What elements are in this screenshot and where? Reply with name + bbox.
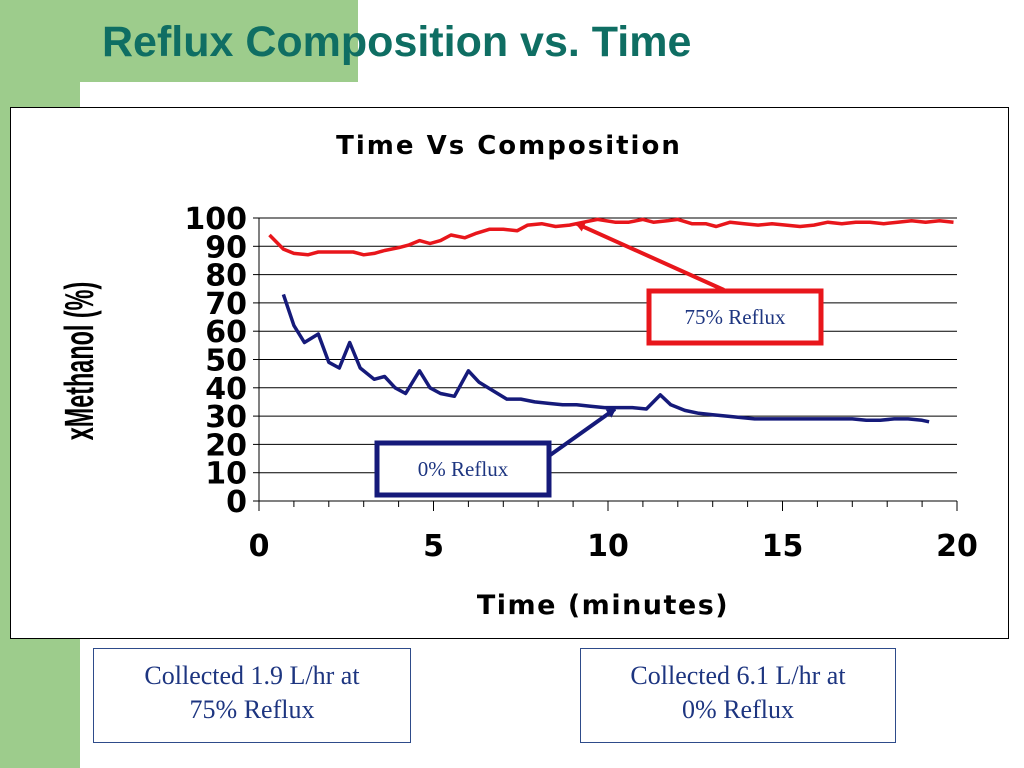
annotation-box — [646, 288, 824, 346]
annotation-label: 75% Reflux — [685, 305, 786, 329]
x-tick-label: 0 — [249, 529, 270, 564]
note-line-1: Collected 6.1 L/hr at — [630, 661, 846, 690]
note-line-1: Collected 1.9 L/hr at — [144, 661, 360, 690]
annotation-arrow — [574, 221, 725, 292]
y-tick-label: 0 — [226, 485, 247, 520]
collection-note-75: Collected 1.9 L/hr at 75% Reflux — [93, 648, 411, 743]
y-tick-label: 30 — [205, 400, 247, 435]
series-line-0-reflux — [281, 293, 930, 424]
y-tick-label: 60 — [205, 315, 247, 350]
note-line-2: 0% Reflux — [682, 695, 794, 724]
line-chart: Time Vs Composition xMethanol (%) Time (… — [57, 131, 978, 621]
x-axis-label: Time (minutes) — [477, 590, 729, 621]
annotation-box — [374, 440, 552, 498]
series-lines — [268, 217, 954, 424]
x-tick-label: 15 — [762, 529, 804, 564]
y-axis-label: xMethanol (%) — [57, 282, 102, 441]
x-tick-label: 20 — [936, 529, 978, 564]
x-tick-label: 5 — [423, 529, 444, 564]
y-tick-label: 100 — [184, 202, 247, 237]
y-tick-label: 80 — [205, 259, 247, 294]
annotations: 75% Reflux 0% Reflux — [374, 221, 824, 498]
y-tick-label: 10 — [205, 457, 247, 492]
x-tick-label: 10 — [587, 529, 629, 564]
annotation-label: 0% Reflux — [418, 457, 509, 481]
annotation-arrow — [544, 407, 617, 460]
chart-frame: Time Vs Composition xMethanol (%) Time (… — [10, 107, 1009, 639]
y-tick-label: 70 — [205, 287, 247, 322]
chart-title: Time Vs Composition — [336, 131, 682, 161]
y-tick-label: 90 — [205, 230, 247, 265]
slide-title: Reflux Composition vs. Time — [102, 18, 692, 66]
y-tick-label: 50 — [205, 344, 247, 379]
y-tick-label: 40 — [205, 372, 247, 407]
collection-note-0: Collected 6.1 L/hr at 0% Reflux — [580, 648, 896, 743]
note-line-2: 75% Reflux — [189, 695, 315, 724]
series-line-75-reflux — [268, 217, 954, 257]
slide-accent-corner — [0, 0, 358, 82]
y-tick-label: 20 — [205, 428, 247, 463]
